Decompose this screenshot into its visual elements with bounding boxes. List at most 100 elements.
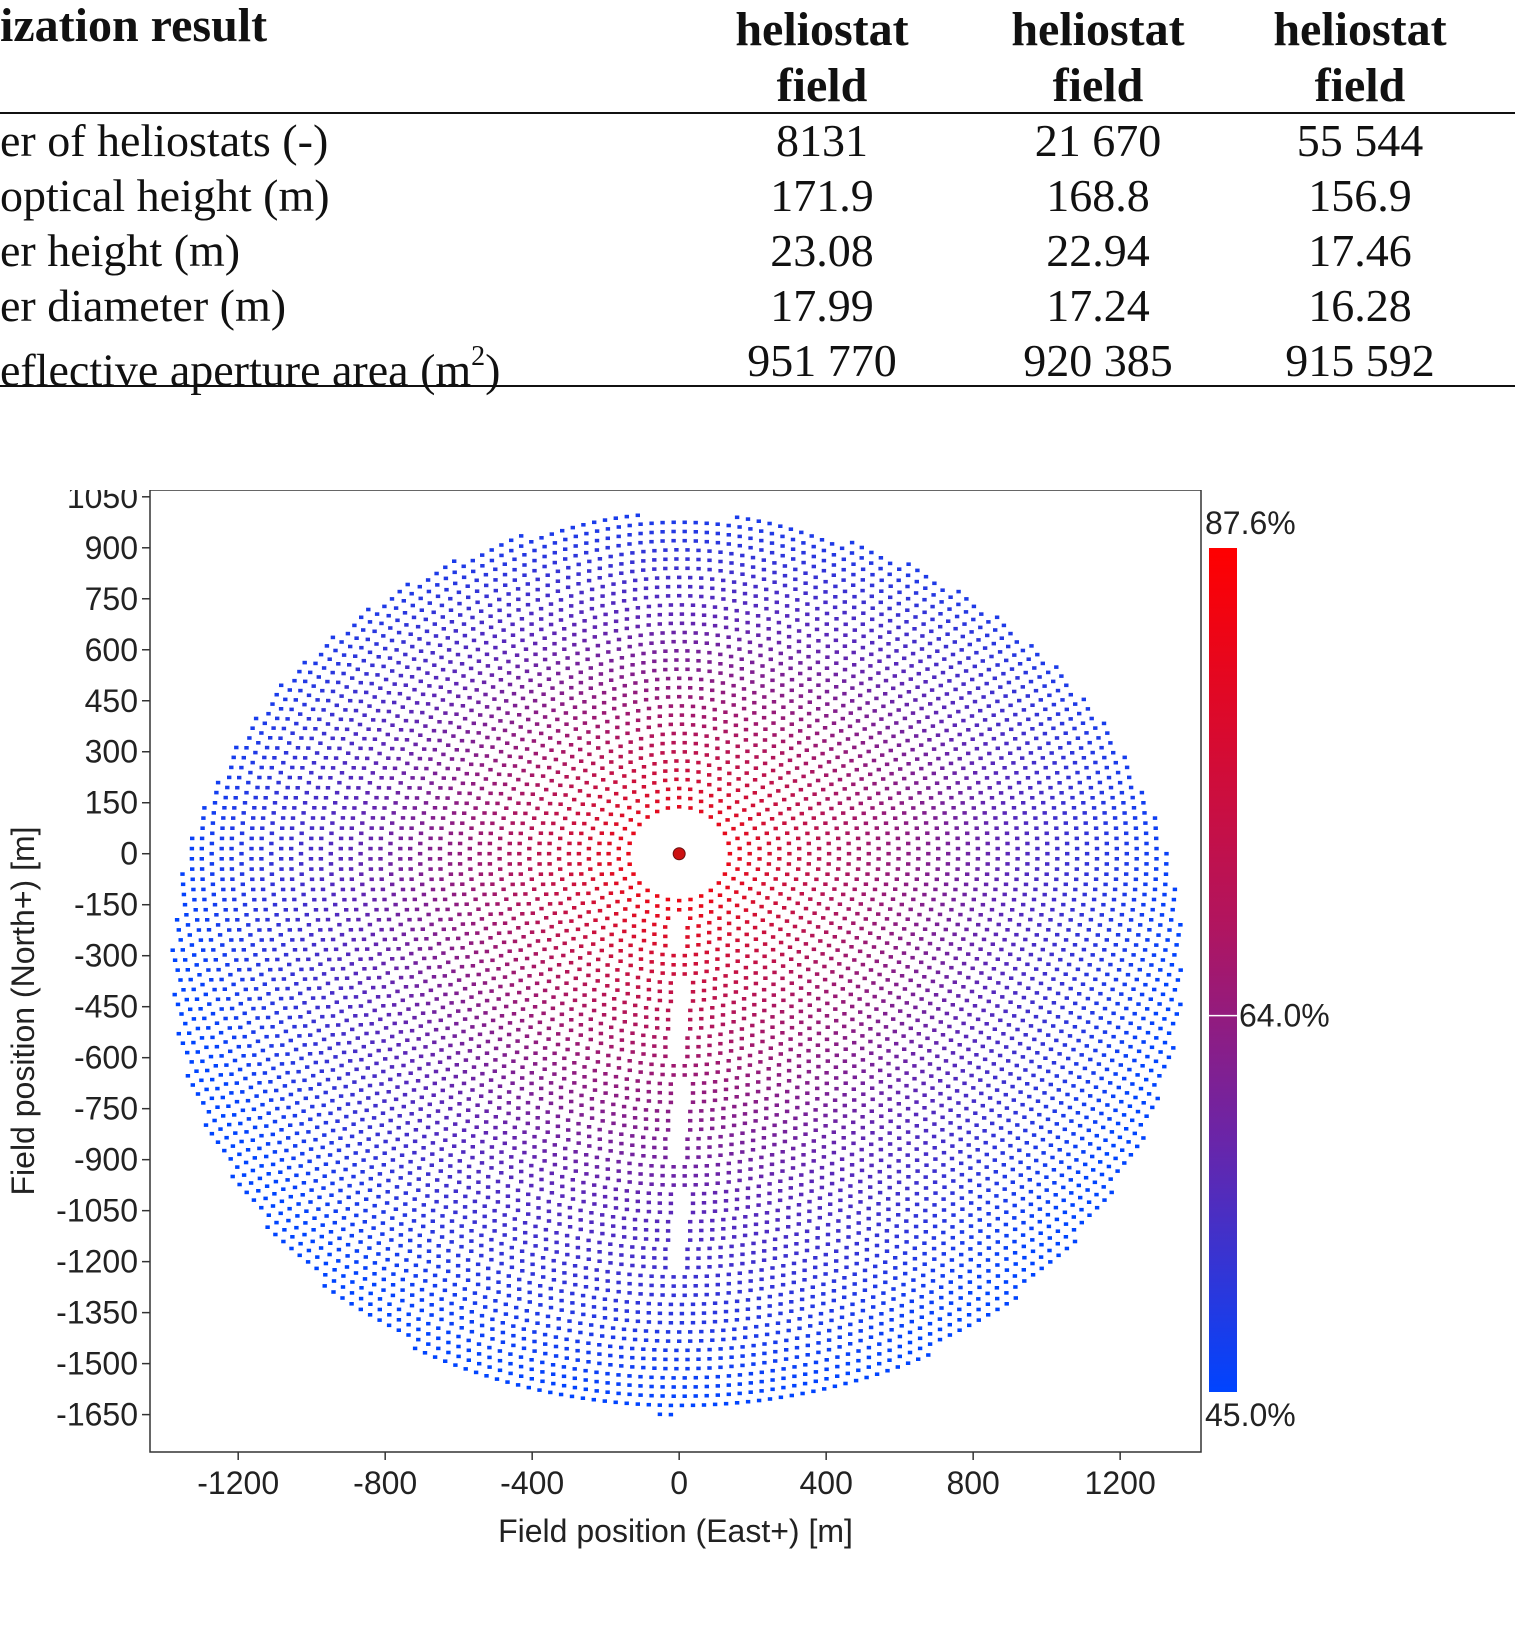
heliostat-point [1042,892,1047,897]
heliostat-point [715,1162,721,1167]
heliostat-point [861,1103,866,1107]
heliostat-point [517,713,522,717]
heliostat-point [330,736,335,741]
heliostat-point [829,1161,835,1166]
heliostat-point [824,1081,829,1086]
heliostat-point [682,1165,687,1169]
heliostat-point [423,1086,428,1090]
heliostat-point [887,1097,892,1101]
heliostat-point [721,587,726,592]
heliostat-point [460,821,465,825]
heliostat-point [1051,1001,1057,1005]
heliostat-point [825,1001,830,1006]
heliostat-point [266,711,271,716]
heliostat-point [295,786,300,790]
heliostat-point [431,728,437,733]
heliostat-point [906,562,911,566]
heliostat-point [855,911,860,916]
heliostat-point [528,1025,533,1029]
heliostat-point [867,796,872,800]
heliostat-point [682,1064,687,1068]
heliostat-point [544,892,549,896]
heliostat-point [913,1088,918,1093]
heliostat-point [605,545,610,550]
heliostat-point [914,826,919,830]
heliostat-point [396,1125,401,1130]
row-5-value-1: 951 770 [747,335,897,386]
heliostat-point [1016,780,1022,785]
heliostat-point [511,691,517,696]
heliostat-point [668,1192,674,1196]
heliostat-point [927,762,933,766]
heliostat-point [995,867,1000,871]
heliostat-point [378,857,383,861]
heliostat-point [913,591,919,595]
heliostat-point [615,804,620,808]
heliostat-point [922,776,928,780]
heliostat-point [350,816,356,820]
heliostat-point [1035,846,1040,851]
heliostat-point [752,1002,757,1007]
heliostat-point [641,774,647,779]
heliostat-point [327,657,332,661]
heliostat-point [674,759,679,763]
heliostat-point [914,1124,919,1128]
heliostat-point [1007,918,1013,922]
heliostat-point [372,897,377,902]
heliostat-point [789,981,794,985]
heliostat-point [477,841,483,846]
heliostat-point [577,841,582,846]
heliostat-point [813,1118,818,1122]
heliostat-point [914,781,919,785]
heliostat-point [616,525,621,529]
heliostat-point [515,1208,521,1213]
heliostat-point [860,1058,866,1062]
heliostat-point [352,1080,357,1084]
heliostat-point [831,573,836,577]
heliostat-point [916,720,922,724]
heliostat-point [520,1007,526,1011]
heliostat-point [430,651,435,655]
heliostat-point [465,973,470,978]
heliostat-point [878,600,883,605]
heliostat-point [255,918,260,922]
heliostat-point [420,1011,426,1015]
heliostat-point [1043,882,1049,887]
heliostat-point [484,705,490,709]
heliostat-point [595,643,601,648]
heliostat-point [991,990,996,994]
heliostat-point [704,960,709,964]
heliostat-point [995,1004,1000,1008]
heliostat-point [365,947,370,951]
heliostat-point [790,1156,796,1161]
heliostat-point [579,590,584,595]
heliostat-point [549,955,554,960]
heliostat-point [869,628,874,633]
heliostat-point [942,892,947,897]
heliostat-point [753,1109,758,1114]
heliostat-point [464,771,469,776]
heliostat-point [674,658,679,662]
heliostat-point [707,1136,712,1140]
heliostat-point [556,857,562,861]
heliostat-point [426,912,431,917]
heliostat-point [605,1167,610,1171]
heliostat-point [550,1006,556,1011]
heliostat-point [600,1109,605,1114]
heliostat-point [685,944,690,948]
heliostat-point [283,697,288,702]
heliostat-point [353,689,358,694]
heliostat-point [632,1217,638,1222]
heliostat-point [581,523,586,527]
heliostat-point [293,1005,298,1010]
heliostat-point [418,1024,423,1028]
heliostat-point [688,916,693,920]
heliostat-point [1013,712,1018,717]
heliostat-point [769,541,775,545]
heliostat-point [956,602,961,607]
heliostat-point [707,773,712,777]
heliostat-point [365,756,370,761]
heliostat-point [744,831,749,836]
heliostat-point [268,736,273,740]
heliostat-point [314,952,320,957]
